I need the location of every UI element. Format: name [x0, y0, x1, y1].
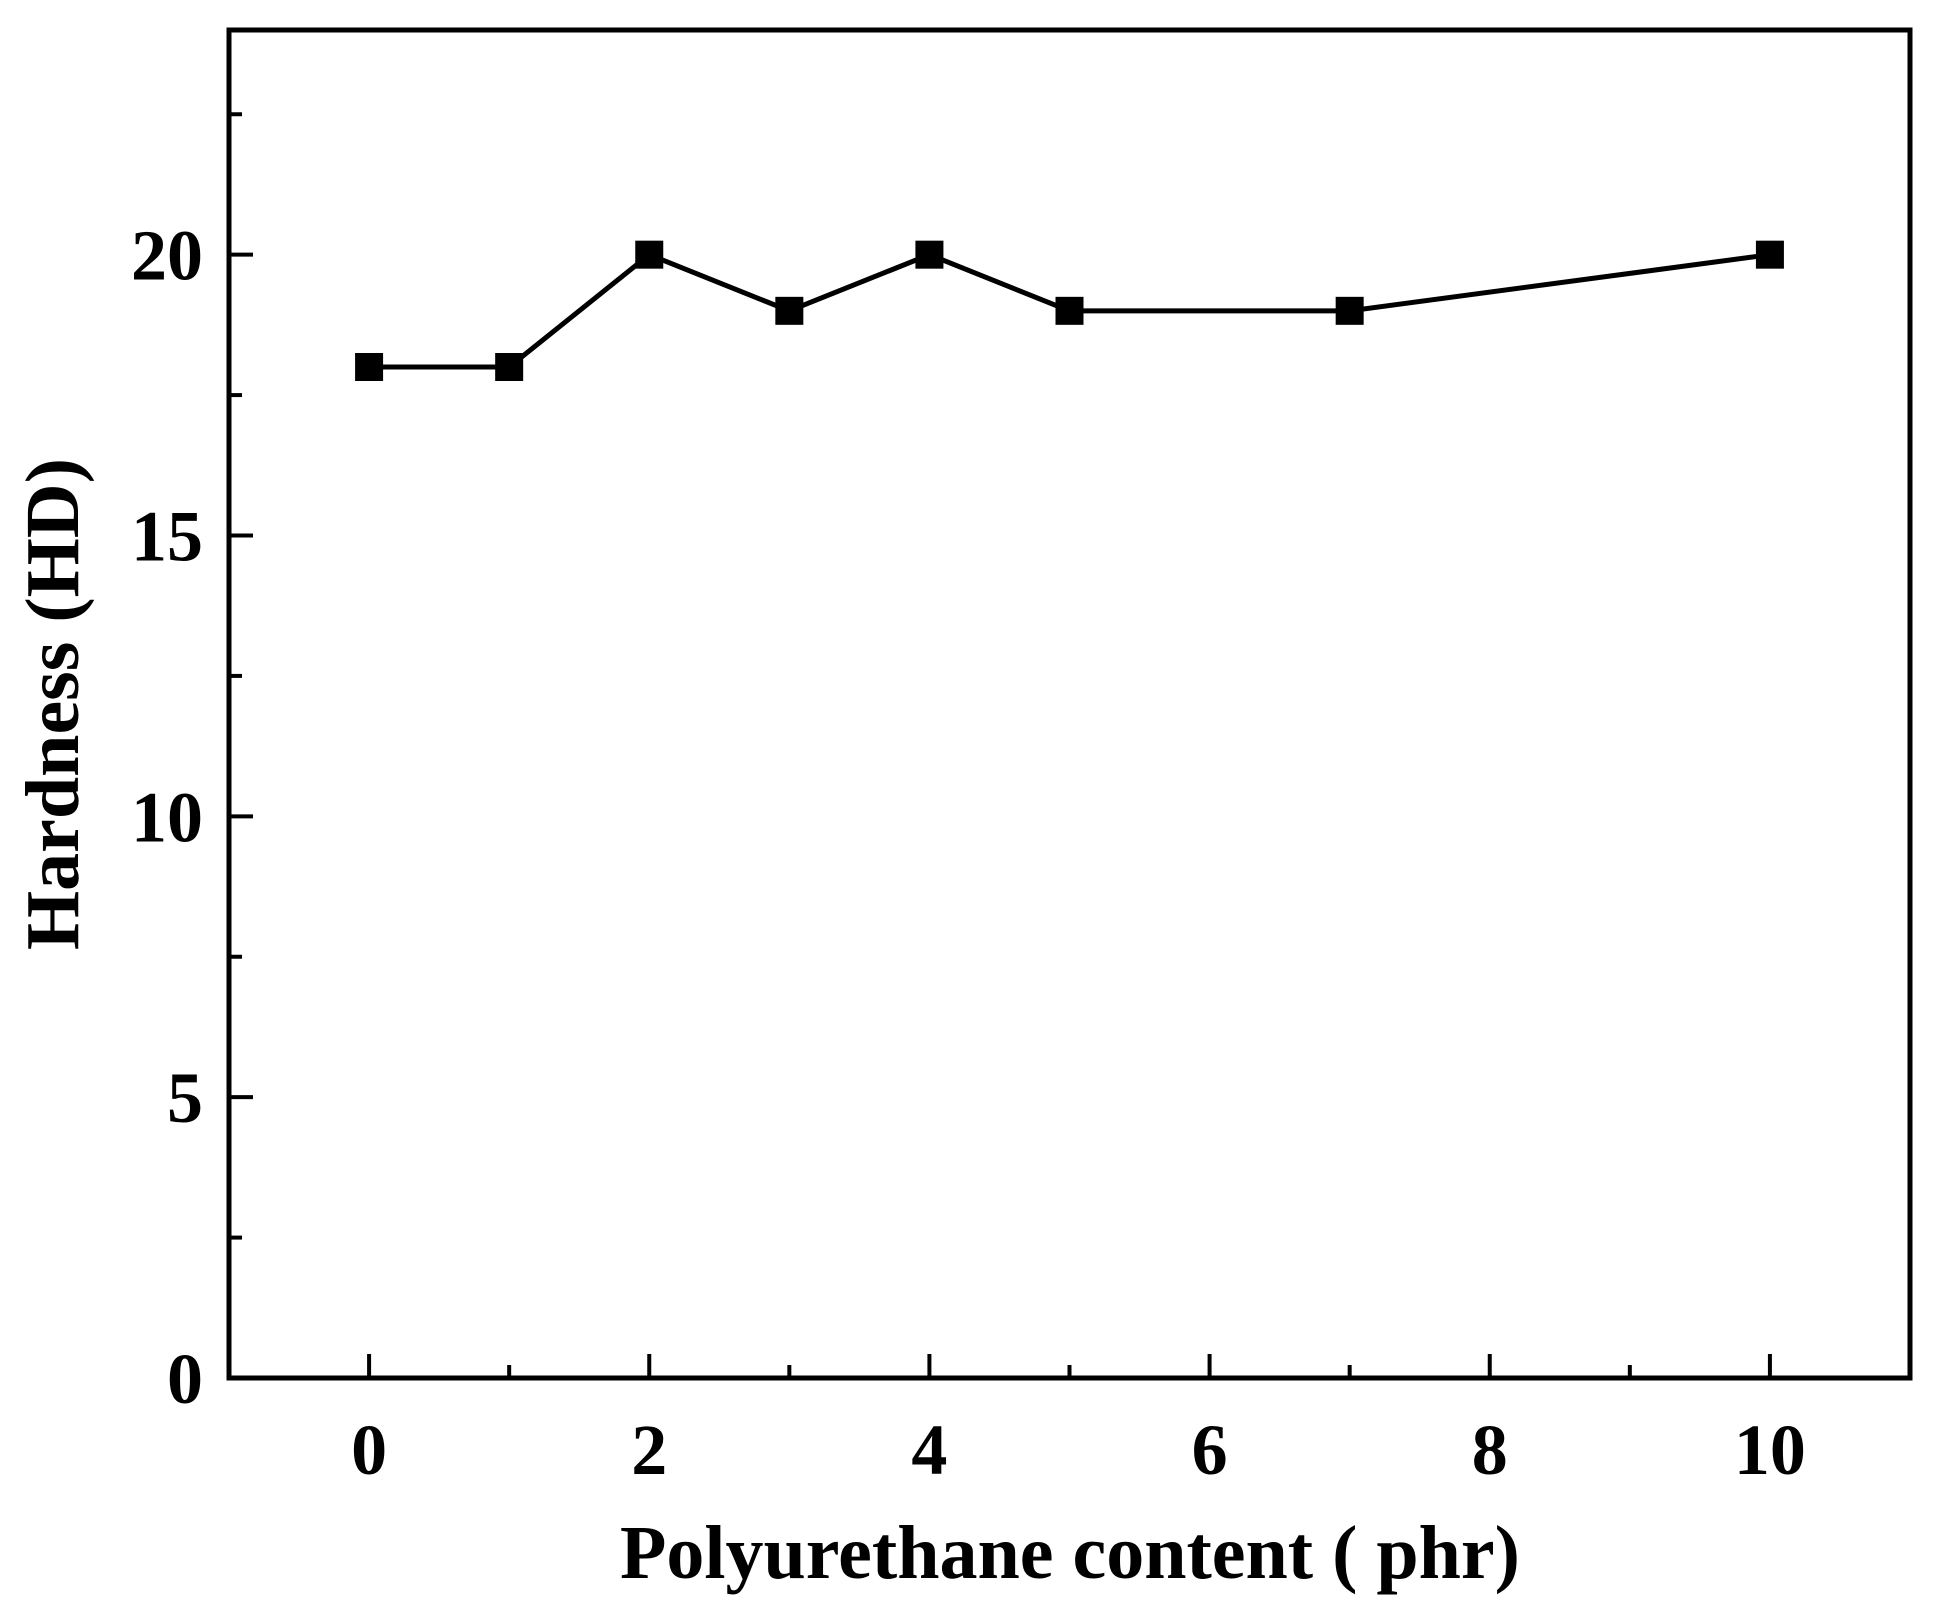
- y-axis-label: Hardness (HD): [11, 458, 95, 950]
- x-tick-label: 8: [1472, 1410, 1508, 1490]
- y-tick-label: 0: [167, 1339, 203, 1419]
- data-point: [355, 353, 384, 381]
- data-point: [915, 240, 944, 269]
- plot-frame: [226, 27, 1913, 1381]
- data-point: [1055, 296, 1084, 325]
- x-tick-label: 10: [1734, 1410, 1806, 1490]
- y-tick-label: 5: [167, 1058, 203, 1138]
- y-tick-label: 10: [131, 777, 203, 857]
- x-tick-label: 0: [351, 1410, 387, 1490]
- x-tick-label: 4: [911, 1410, 947, 1490]
- y-axis-tick-labels: 0 5 10 15 20: [131, 216, 203, 1419]
- data-series: [355, 240, 1784, 381]
- series-line: [369, 251, 1771, 370]
- data-point: [635, 240, 664, 269]
- data-point: [775, 296, 804, 325]
- data-point: [495, 353, 524, 381]
- y-axis-ticks: [229, 112, 253, 1380]
- data-point: [1755, 240, 1784, 269]
- x-tick-label: 2: [631, 1410, 667, 1490]
- y-tick-label: 15: [131, 497, 203, 577]
- x-axis-label: Polyurethane content ( phr): [620, 1511, 1520, 1595]
- y-tick-label: 20: [131, 216, 203, 296]
- x-axis-tick-labels: 0 2 4 6 8 10: [351, 1410, 1806, 1490]
- x-tick-label: 6: [1192, 1410, 1228, 1490]
- data-point: [1335, 296, 1364, 325]
- x-axis-ticks: [367, 1354, 1772, 1378]
